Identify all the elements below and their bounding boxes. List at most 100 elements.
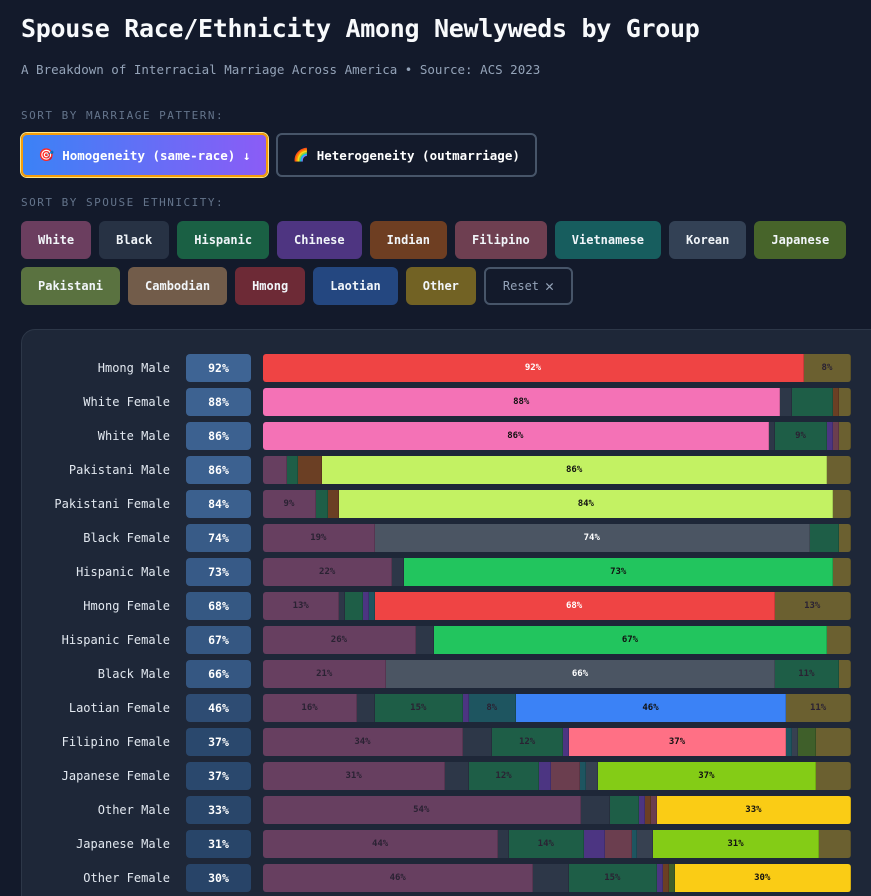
chip-hmong[interactable]: Hmong <box>235 267 306 305</box>
bar-segment-pakistani[interactable]: 84% <box>339 490 834 518</box>
homogeneity-sort-button[interactable]: 🎯 Homogeneity (same-race) ↓ <box>21 133 268 177</box>
bar-segment-other[interactable] <box>818 830 851 858</box>
bar-segment-white[interactable]: 31% <box>263 762 446 790</box>
bar-segment-white[interactable] <box>263 456 287 484</box>
chip-korean[interactable]: Korean <box>669 221 747 259</box>
bar-segment-hispanic[interactable] <box>286 456 299 484</box>
bar-segment-hispanic[interactable]: 15% <box>568 864 657 892</box>
bar-segment-indian[interactable] <box>298 456 322 484</box>
bar-segment-white[interactable]: 34% <box>263 728 463 756</box>
bar-segment-other[interactable]: 8% <box>803 354 851 382</box>
bar-segment-pakistani[interactable]: 86% <box>321 456 828 484</box>
chip-cambodian[interactable]: Cambodian <box>128 267 228 305</box>
bar-segment-laotian[interactable]: 46% <box>515 694 787 722</box>
bar-segment-chinese[interactable] <box>562 728 569 756</box>
bar-segment-hispanic[interactable] <box>792 388 834 416</box>
bar-segment-black[interactable]: 66% <box>386 660 775 688</box>
bar-segment-japanese[interactable]: 31% <box>653 830 819 858</box>
bar-segment-other[interactable] <box>827 456 851 484</box>
bar-segment-indian[interactable] <box>833 388 840 416</box>
bar-segment-korean[interactable] <box>586 762 599 790</box>
bar-segment-black[interactable] <box>415 626 434 654</box>
bar-segment-vietnamese[interactable] <box>580 762 587 790</box>
bar-segment-black[interactable]: 74% <box>374 524 810 552</box>
bar-segment-hispanic[interactable]: 15% <box>374 694 463 722</box>
bar-segment-chinese[interactable] <box>362 592 369 620</box>
bar-segment-white[interactable]: 16% <box>263 694 358 722</box>
bar-segment-other[interactable]: 11% <box>786 694 851 722</box>
bar-segment-black[interactable] <box>339 592 346 620</box>
bar-segment-hispanic[interactable] <box>809 524 840 552</box>
bar-segment-hispanic[interactable] <box>345 592 363 620</box>
bar-segment-filipino[interactable] <box>605 830 632 858</box>
bar-segment-hispanic[interactable]: 73% <box>404 558 834 586</box>
bar-segment-filipino[interactable] <box>551 762 581 790</box>
bar-segment-black[interactable] <box>498 830 509 858</box>
bar-segment-black[interactable] <box>580 796 610 824</box>
bar-segment-filipino[interactable] <box>651 796 657 824</box>
chip-pakistani[interactable]: Pakistani <box>21 267 121 305</box>
chip-chinese[interactable]: Chinese <box>277 221 362 259</box>
bar-segment-korean[interactable] <box>792 728 799 756</box>
bar-segment-other[interactable]: 30% <box>674 864 851 892</box>
bar-segment-other[interactable] <box>815 762 851 790</box>
bar-segment-white[interactable]: 21% <box>263 660 387 688</box>
bar-segment-white[interactable]: 46% <box>263 864 534 892</box>
chip-laotian[interactable]: Laotian <box>313 267 398 305</box>
bar-segment-white[interactable]: 19% <box>263 524 375 552</box>
bar-segment-chinese[interactable] <box>462 694 469 722</box>
bar-segment-white[interactable]: 9% <box>263 490 316 518</box>
chip-indian[interactable]: Indian <box>369 221 447 259</box>
bar-segment-black[interactable] <box>392 558 405 586</box>
bar-segment-white[interactable]: 22% <box>263 558 393 586</box>
bar-segment-other[interactable]: 33% <box>656 796 851 824</box>
bar-segment-hispanic[interactable]: 14% <box>508 830 584 858</box>
heterogeneity-sort-button[interactable]: 🌈 Heterogeneity (outmarriage) <box>276 133 537 177</box>
bar-segment-black[interactable] <box>768 422 775 450</box>
bar-segment-hispanic[interactable]: 67% <box>433 626 828 654</box>
chip-hispanic[interactable]: Hispanic <box>177 221 270 259</box>
bar-segment-white[interactable]: 13% <box>263 592 340 620</box>
bar-segment-white[interactable]: 86% <box>263 422 769 450</box>
bar-segment-black[interactable] <box>780 388 793 416</box>
bar-segment-other[interactable] <box>815 728 851 756</box>
bar-segment-vietnamese[interactable] <box>631 830 638 858</box>
bar-segment-vietnamese[interactable]: 8% <box>468 694 516 722</box>
bar-segment-filipino[interactable] <box>833 422 840 450</box>
bar-segment-chinese[interactable] <box>583 830 606 858</box>
bar-segment-other[interactable] <box>827 626 851 654</box>
bar-segment-chinese[interactable] <box>639 796 646 824</box>
bar-segment-hmong[interactable]: 68% <box>374 592 775 620</box>
bar-segment-japanese[interactable] <box>798 728 816 756</box>
chip-japanese[interactable]: Japanese <box>754 221 847 259</box>
bar-segment-other[interactable] <box>833 490 851 518</box>
bar-segment-chinese[interactable] <box>539 762 552 790</box>
bar-segment-chinese[interactable] <box>827 422 834 450</box>
bar-segment-hispanic[interactable] <box>609 796 640 824</box>
bar-segment-other[interactable] <box>839 422 851 450</box>
bar-segment-black[interactable] <box>462 728 493 756</box>
chip-white[interactable]: White <box>21 221 92 259</box>
bar-segment-vietnamese[interactable] <box>368 592 375 620</box>
bar-segment-filipino[interactable]: 37% <box>568 728 787 756</box>
bar-segment-hispanic[interactable] <box>315 490 328 518</box>
bar-segment-indian[interactable] <box>645 796 652 824</box>
bar-segment-other[interactable] <box>839 524 851 552</box>
bar-segment-black[interactable] <box>445 762 469 790</box>
reset-button[interactable]: Reset ✕ <box>483 267 574 305</box>
bar-segment-black[interactable] <box>533 864 569 892</box>
bar-segment-other[interactable] <box>833 558 851 586</box>
bar-segment-hmong[interactable]: 92% <box>263 354 804 382</box>
chip-vietnamese[interactable]: Vietnamese <box>554 221 662 259</box>
bar-segment-white[interactable]: 54% <box>263 796 581 824</box>
bar-segment-other[interactable]: 13% <box>774 592 851 620</box>
bar-segment-hispanic[interactable]: 11% <box>774 660 840 688</box>
bar-segment-korean[interactable] <box>637 830 654 858</box>
bar-segment-other[interactable] <box>839 660 851 688</box>
bar-segment-other[interactable] <box>839 388 851 416</box>
bar-segment-hispanic[interactable]: 12% <box>492 728 563 756</box>
chip-other[interactable]: Other <box>405 267 476 305</box>
chip-filipino[interactable]: Filipino <box>454 221 547 259</box>
bar-segment-hispanic[interactable]: 9% <box>774 422 828 450</box>
bar-segment-indian[interactable] <box>327 490 340 518</box>
